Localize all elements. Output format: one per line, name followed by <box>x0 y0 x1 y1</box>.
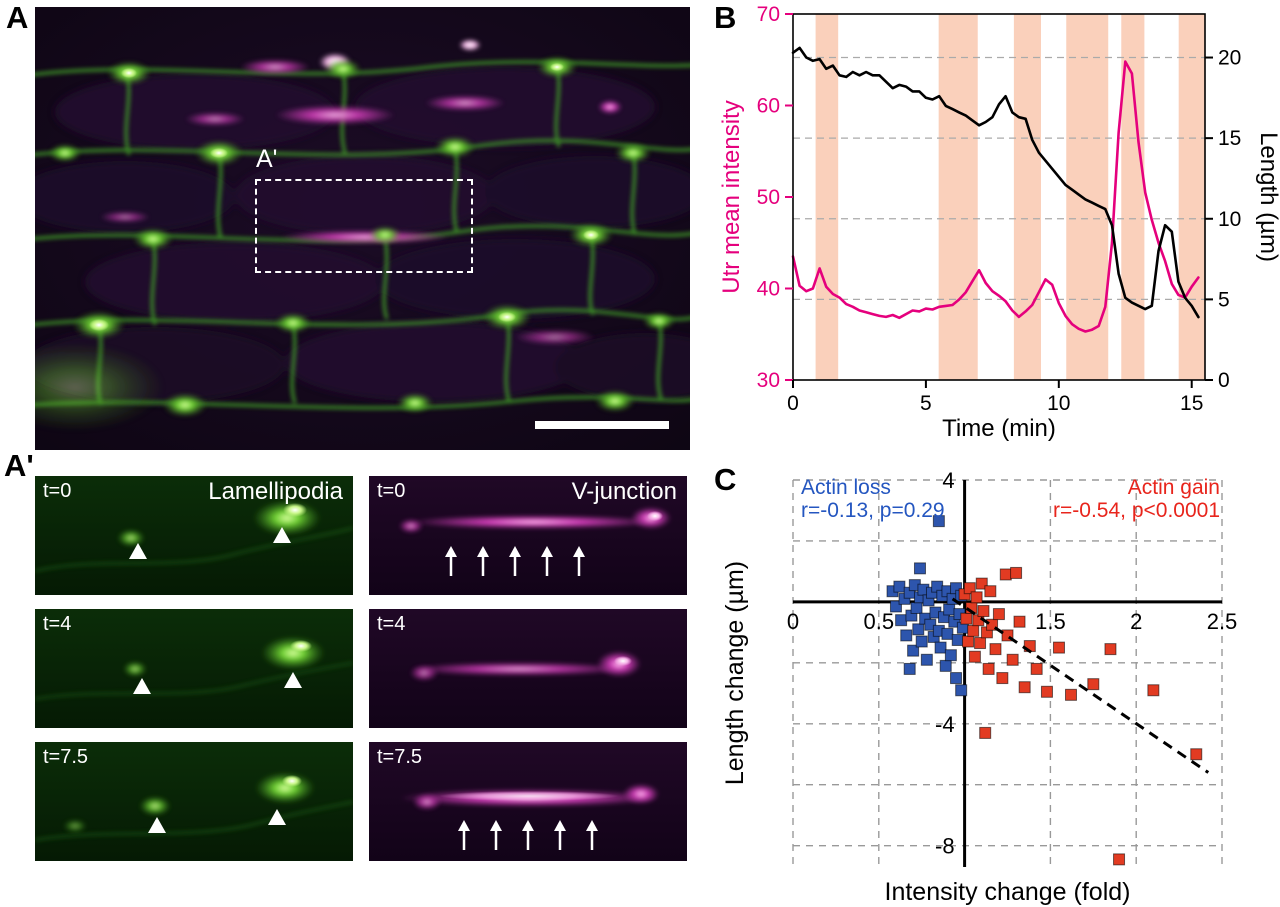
micrograph-art <box>35 7 690 450</box>
svg-text:Utr mean intensity: Utr mean intensity <box>718 100 745 293</box>
frame-time-label: t=0 <box>377 480 406 502</box>
svg-text:5: 5 <box>1218 288 1230 311</box>
frame-time-label: t=0 <box>43 480 72 502</box>
frame-time-label: t=4 <box>377 613 406 635</box>
frame-time-label: t=7.5 <box>377 746 423 768</box>
svg-text:0.5: 0.5 <box>864 609 895 634</box>
svg-text:0: 0 <box>787 392 799 415</box>
lamellipodia-frame-t7-5: t=7.5 <box>35 742 353 861</box>
svg-text:Intensity change (fold): Intensity change (fold) <box>885 878 1131 906</box>
panel-c-letter: C <box>714 462 737 497</box>
svg-text:4: 4 <box>942 468 954 493</box>
panel-b-letter: B <box>714 0 737 35</box>
svg-text:r=-0.54, p<0.0001: r=-0.54, p<0.0001 <box>1053 499 1220 522</box>
svg-text:10: 10 <box>1047 392 1070 415</box>
inset-roi-label: A' <box>256 145 278 173</box>
svg-text:70: 70 <box>757 3 780 26</box>
svg-text:Length change (µm): Length change (µm) <box>721 561 749 785</box>
frame-time-label: t=7.5 <box>43 746 89 768</box>
svg-text:60: 60 <box>757 95 780 118</box>
vjunction-title: V-junction <box>571 478 677 505</box>
svg-text:40: 40 <box>757 278 780 301</box>
svg-text:30: 30 <box>757 369 780 392</box>
arrowhead-icon <box>148 817 166 833</box>
svg-text:50: 50 <box>757 186 780 209</box>
svg-text:r=-0.13, p=0.29: r=-0.13, p=0.29 <box>801 499 945 522</box>
svg-text:15: 15 <box>1180 392 1203 415</box>
lamellipodia-frame-t0: t=0 Lamellipodia <box>35 476 353 595</box>
panel-a-letter: A <box>6 0 29 35</box>
vjunction-frame-t0: t=0 V-junction <box>369 476 687 595</box>
panel-b-chart: 30 40 50 60 70 0 5 10 15 20 0 5 10 15 Time (min) Utr me… <box>718 3 1280 442</box>
up-arrow-icon-row <box>458 820 598 850</box>
svg-text:2: 2 <box>1130 609 1142 634</box>
scale-bar <box>535 421 669 429</box>
panel-a-micrograph: A' <box>35 7 690 450</box>
svg-text:Actin loss: Actin loss <box>801 476 891 499</box>
svg-text:Actin gain: Actin gain <box>1128 476 1220 499</box>
svg-text:Length (µm): Length (µm) <box>1255 132 1280 262</box>
svg-text:2.5: 2.5 <box>1207 609 1238 634</box>
svg-text:15: 15 <box>1218 127 1241 150</box>
arrowhead-icon <box>284 672 302 688</box>
lamellipodia-title: Lamellipodia <box>208 478 343 505</box>
svg-text:0: 0 <box>787 609 799 634</box>
vjunction-frame-t7-5: t=7.5 <box>369 742 687 861</box>
svg-text:0: 0 <box>1218 369 1230 392</box>
arrowhead-icon <box>133 678 151 694</box>
lamellipodia-frame-t4: t=4 <box>35 609 353 728</box>
svg-text:Time (min): Time (min) <box>942 415 1056 442</box>
svg-text:-4: -4 <box>935 712 955 737</box>
arrowhead-icon <box>129 543 147 559</box>
svg-text:5: 5 <box>920 392 932 415</box>
arrowhead-icon <box>268 809 286 825</box>
panel-a-prime-letter: A' <box>4 448 34 483</box>
frame-time-label: t=4 <box>43 613 72 635</box>
inset-roi-box <box>255 179 473 273</box>
up-arrow-icon-row <box>445 546 585 576</box>
svg-text:1.5: 1.5 <box>1035 609 1066 634</box>
svg-text:20: 20 <box>1218 47 1241 70</box>
svg-text:-8: -8 <box>935 834 955 859</box>
arrowhead-icon <box>273 527 291 543</box>
svg-text:10: 10 <box>1218 208 1241 231</box>
vjunction-frame-t4: t=4 <box>369 609 687 728</box>
